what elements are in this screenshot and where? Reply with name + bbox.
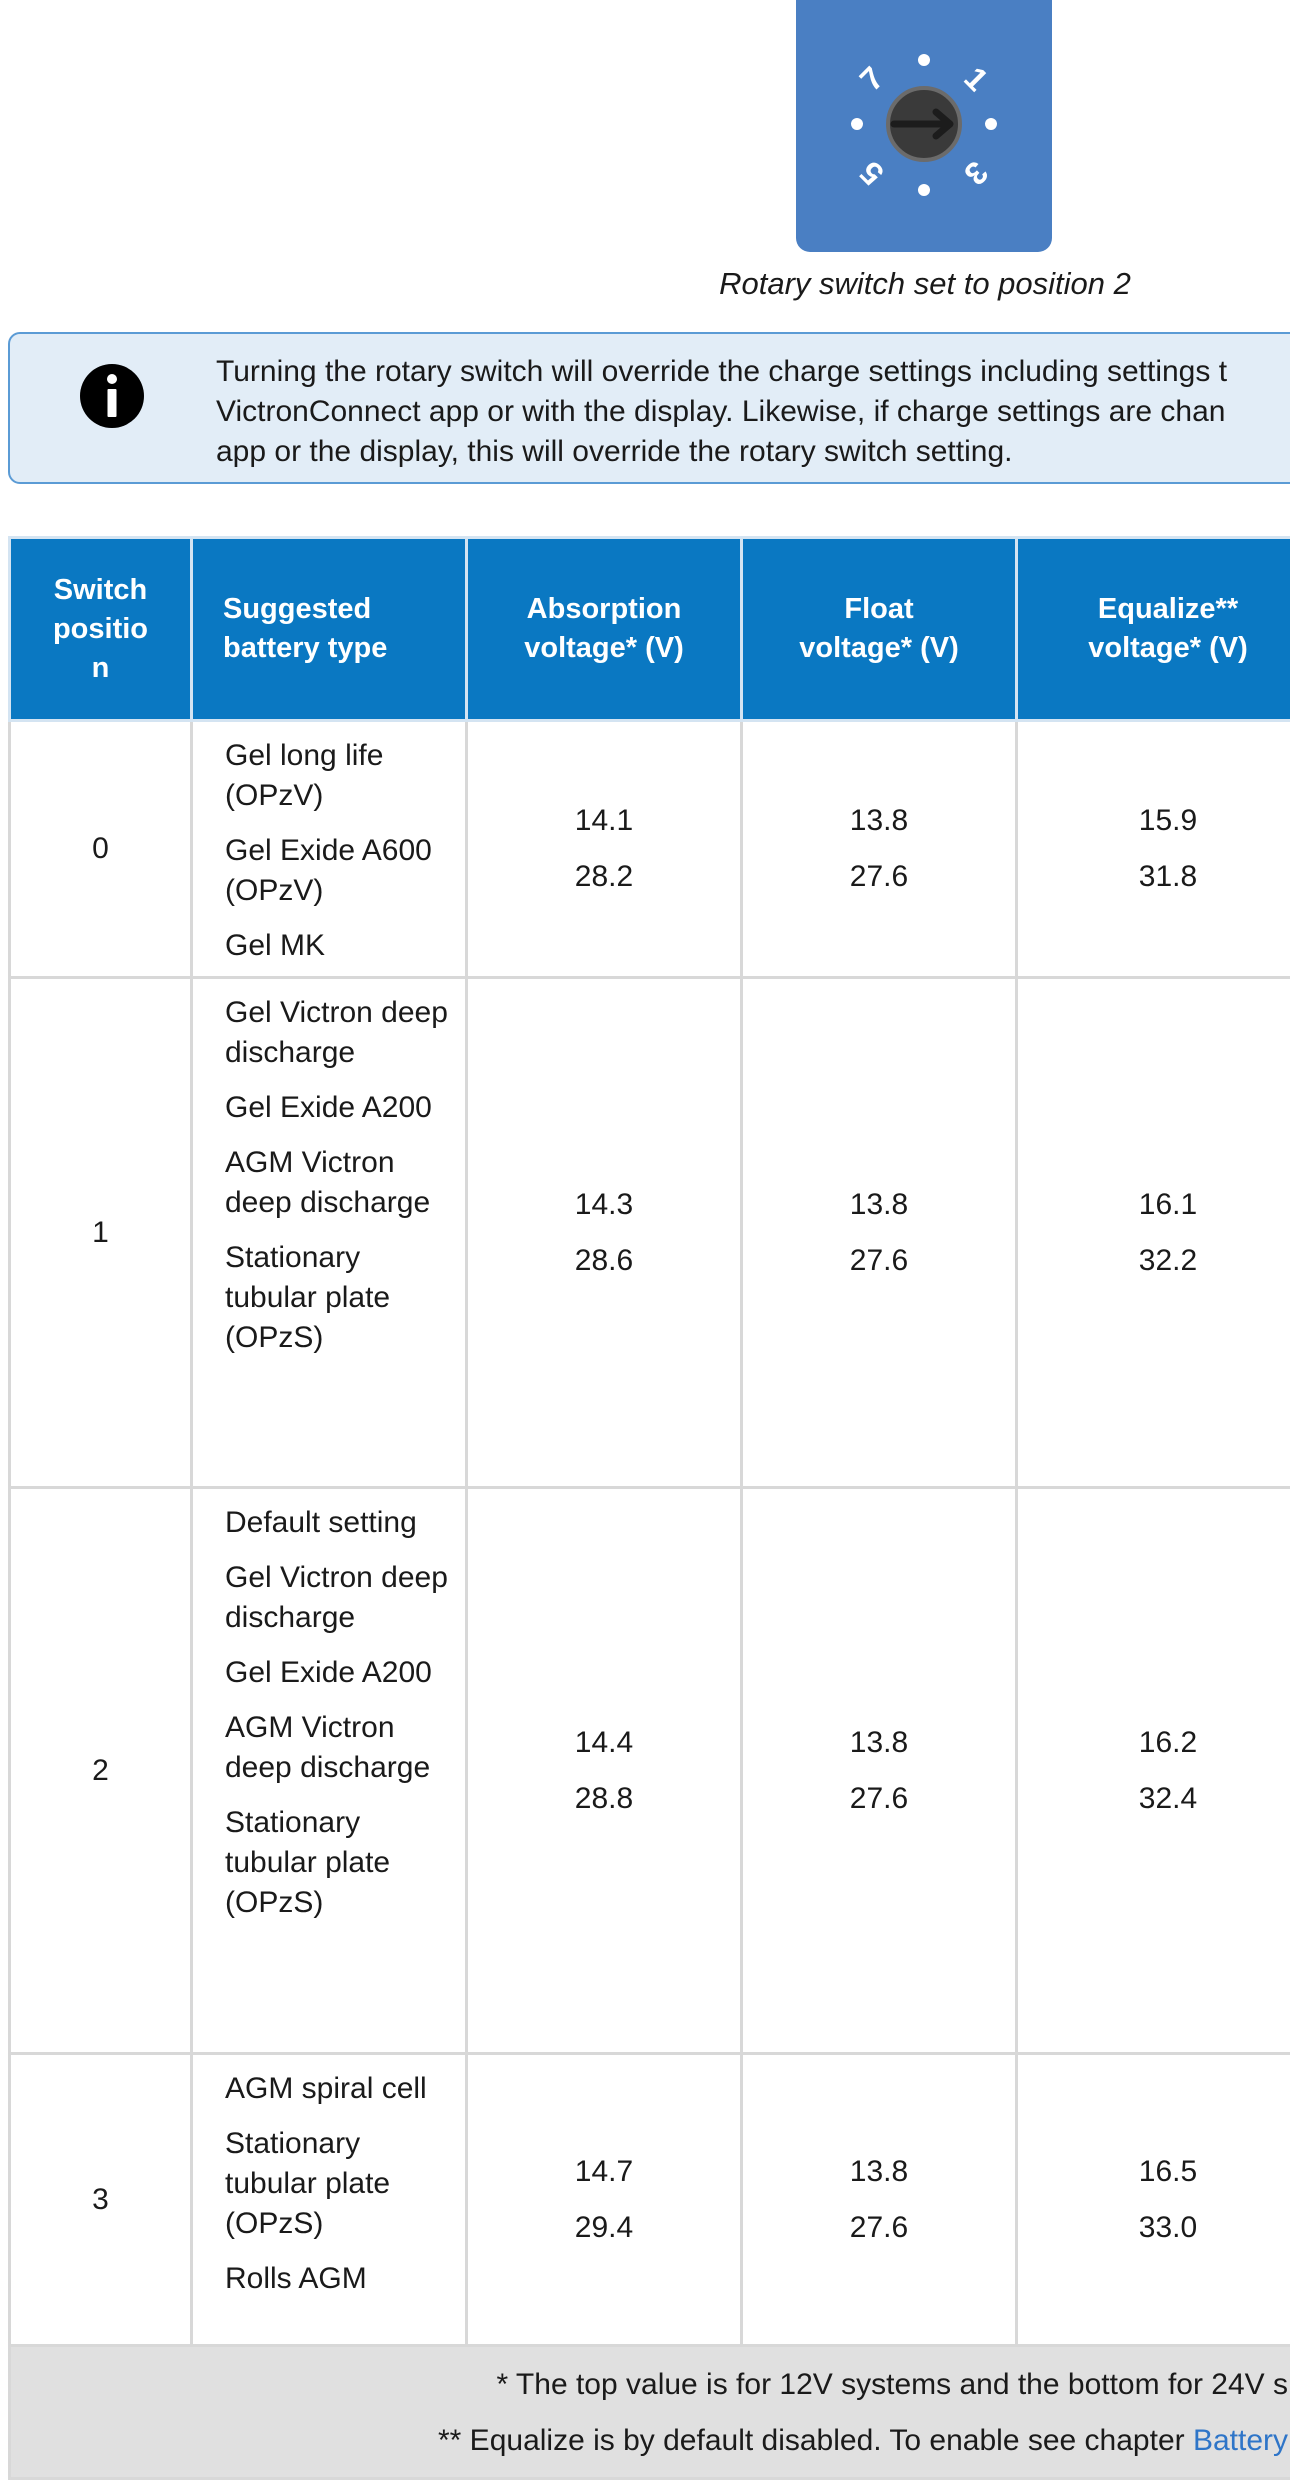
float-voltage: 13.8 27.6 xyxy=(742,978,1017,1488)
equalize-voltage: 16.2 32.4 xyxy=(1017,1488,1290,2054)
voltage-24v: 31.8 xyxy=(1019,849,1290,905)
battery-type: Stationary tubular plate (OPzS) xyxy=(225,2124,453,2244)
header-label: Float voltage* (V) xyxy=(799,593,959,664)
equalize-voltage: 15.9 31.8 xyxy=(1017,721,1290,978)
battery-type: Gel Exide A200 xyxy=(225,1088,453,1128)
voltage-24v: 32.2 xyxy=(1019,1233,1290,1289)
battery-types: Default setting Gel Victron deep dischar… xyxy=(192,1488,467,2054)
battery-type: Gel MK xyxy=(225,926,453,966)
rotary-switch-image: 7 1 5 3 xyxy=(796,0,1052,252)
table-row: 0 Gel long life (OPzV) Gel Exide A600 (O… xyxy=(10,721,1290,978)
battery-chapter-link[interactable]: Battery xyxy=(1193,2424,1288,2457)
header-absorption-voltage: Absorption voltage* (V) xyxy=(467,538,742,721)
header-label: Equalize** voltage* (V) xyxy=(1088,593,1248,664)
voltage-12v: 13.8 xyxy=(744,1715,1014,1771)
equalize-voltage: 16.1 32.2 xyxy=(1017,978,1290,1488)
voltage-12v: 16.5 xyxy=(1019,2144,1290,2200)
battery-type: Gel Exide A600 (OPzV) xyxy=(225,831,453,911)
battery-type: AGM Victron deep discharge xyxy=(225,1708,453,1788)
table-row: 1 Gel Victron deep discharge Gel Exide A… xyxy=(10,978,1290,1488)
dial-label-1: 1 xyxy=(957,60,995,98)
battery-types: Gel Victron deep discharge Gel Exide A20… xyxy=(192,978,467,1488)
table-footnotes: * The top value is for 12V systems and t… xyxy=(10,2346,1290,2479)
battery-type: Gel Exide A200 xyxy=(225,1653,453,1693)
dial-label-7: 7 xyxy=(853,60,891,98)
voltage-24v: 28.8 xyxy=(469,1771,739,1827)
table-row: 3 AGM spiral cell Stationary tubular pla… xyxy=(10,2054,1290,2346)
voltage-12v: 13.8 xyxy=(744,2144,1014,2200)
header-label: Switch positio n xyxy=(53,574,148,684)
voltage-12v: 15.9 xyxy=(1019,793,1290,849)
info-note: Turning the rotary switch will override … xyxy=(8,332,1290,484)
charge-settings-table: Switch positio n Suggested battery type … xyxy=(8,536,1290,2480)
header-switch-position: Switch positio n xyxy=(10,538,192,721)
absorption-voltage: 14.1 28.2 xyxy=(467,721,742,978)
dial-label-5: 5 xyxy=(853,154,891,192)
header-float-voltage: Float voltage* (V) xyxy=(742,538,1017,721)
absorption-voltage: 14.7 29.4 xyxy=(467,2054,742,2346)
voltage-24v: 27.6 xyxy=(744,849,1014,905)
switch-position: 1 xyxy=(10,978,192,1488)
header-equalize-voltage: Equalize** voltage* (V) xyxy=(1017,538,1290,721)
voltage-24v: 28.2 xyxy=(469,849,739,905)
table-row: 2 Default setting Gel Victron deep disch… xyxy=(10,1488,1290,2054)
voltage-12v: 13.8 xyxy=(744,1177,1014,1233)
dial-dot xyxy=(985,118,997,130)
battery-type: Default setting xyxy=(225,1503,453,1543)
battery-type: Stationary tubular plate (OPzS) xyxy=(225,1803,453,1923)
battery-type: Gel Victron deep discharge xyxy=(225,1558,453,1638)
battery-types: Gel long life (OPzV) Gel Exide A600 (OPz… xyxy=(192,721,467,978)
battery-type: Stationary tubular plate (OPzS) xyxy=(225,1238,453,1358)
voltage-12v: 13.8 xyxy=(744,793,1014,849)
switch-position: 3 xyxy=(10,2054,192,2346)
dial-dot xyxy=(918,184,930,196)
battery-type: AGM spiral cell xyxy=(225,2069,453,2109)
switch-position: 0 xyxy=(10,721,192,978)
dial-label-3: 3 xyxy=(957,154,995,192)
absorption-voltage: 14.4 28.8 xyxy=(467,1488,742,2054)
voltage-12v: 14.1 xyxy=(469,793,739,849)
battery-types: AGM spiral cell Stationary tubular plate… xyxy=(192,2054,467,2346)
footnote-equalize-text: ** Equalize is by default disabled. To e… xyxy=(438,2424,1193,2457)
float-voltage: 13.8 27.6 xyxy=(742,1488,1017,2054)
header-battery-type: Suggested battery type xyxy=(192,538,467,721)
table-header-row: Switch positio n Suggested battery type … xyxy=(10,538,1290,721)
voltage-12v: 16.1 xyxy=(1019,1177,1290,1233)
battery-type: AGM Victron deep discharge xyxy=(225,1143,453,1223)
header-label: Suggested battery type xyxy=(223,593,387,664)
voltage-24v: 32.4 xyxy=(1019,1771,1290,1827)
voltage-24v: 27.6 xyxy=(744,1771,1014,1827)
dial-dot xyxy=(918,54,930,66)
battery-type: Gel Victron deep discharge xyxy=(225,993,453,1073)
float-voltage: 13.8 27.6 xyxy=(742,2054,1017,2346)
float-voltage: 13.8 27.6 xyxy=(742,721,1017,978)
footnote-equalize: ** Equalize is by default disabled. To e… xyxy=(11,2413,1288,2469)
equalize-voltage: 16.5 33.0 xyxy=(1017,2054,1290,2346)
info-note-text: Turning the rotary switch will override … xyxy=(216,352,1290,472)
voltage-24v: 28.6 xyxy=(469,1233,739,1289)
voltage-12v: 14.3 xyxy=(469,1177,739,1233)
voltage-24v: 27.6 xyxy=(744,1233,1014,1289)
battery-type: Gel long life (OPzV) xyxy=(225,736,453,816)
voltage-12v: 14.7 xyxy=(469,2144,739,2200)
voltage-12v: 16.2 xyxy=(1019,1715,1290,1771)
figure-caption: Rotary switch set to position 2 xyxy=(600,266,1250,302)
voltage-24v: 33.0 xyxy=(1019,2200,1290,2256)
footnote-voltage-systems: * The top value is for 12V systems and t… xyxy=(11,2357,1288,2413)
voltage-24v: 27.6 xyxy=(744,2200,1014,2256)
battery-type: Rolls AGM xyxy=(225,2259,453,2299)
voltage-12v: 14.4 xyxy=(469,1715,739,1771)
table-footnote-row: * The top value is for 12V systems and t… xyxy=(10,2346,1290,2479)
absorption-voltage: 14.3 28.6 xyxy=(467,978,742,1488)
header-label: Absorption voltage* (V) xyxy=(524,593,684,664)
dial-dot xyxy=(851,118,863,130)
switch-position: 2 xyxy=(10,1488,192,2054)
voltage-24v: 29.4 xyxy=(469,2200,739,2256)
info-icon xyxy=(78,362,146,430)
